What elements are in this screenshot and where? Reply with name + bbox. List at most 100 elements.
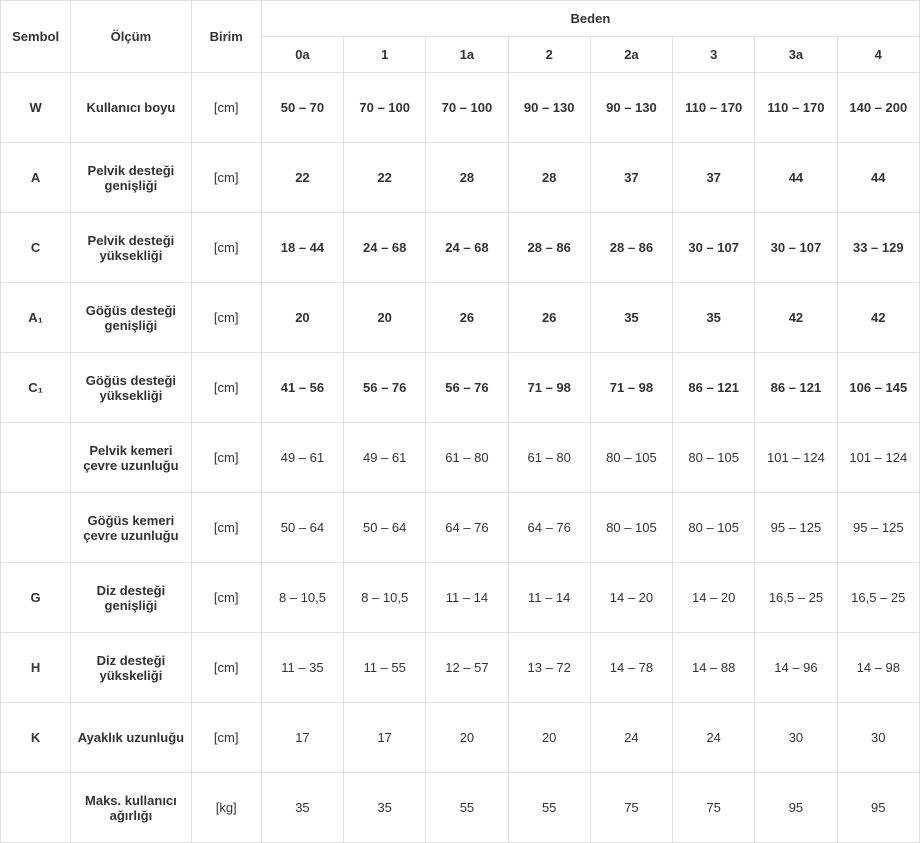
unit-cell: [cm] — [191, 283, 261, 353]
data-cell: 22 — [261, 143, 343, 213]
data-cell: 75 — [590, 773, 672, 843]
table-row: GDiz desteği genişliği[cm]8 – 10,58 – 10… — [1, 563, 920, 633]
data-cell: 8 – 10,5 — [344, 563, 426, 633]
data-cell: 50 – 64 — [344, 493, 426, 563]
data-cell: 24 — [590, 703, 672, 773]
header-size-1a: 1a — [426, 37, 508, 73]
data-cell: 20 — [344, 283, 426, 353]
data-cell: 55 — [508, 773, 590, 843]
header-olcum: Ölçüm — [71, 1, 191, 73]
symbol-cell: A — [1, 143, 71, 213]
data-cell: 35 — [673, 283, 755, 353]
header-sembol: Sembol — [1, 1, 71, 73]
data-cell: 110 – 170 — [673, 73, 755, 143]
symbol-cell: C₁ — [1, 353, 71, 423]
symbol-cell: G — [1, 563, 71, 633]
table-row: APelvik desteği genişliği[cm]22222828373… — [1, 143, 920, 213]
measurement-cell: Göğüs desteği genişliği — [71, 283, 191, 353]
data-cell: 14 – 20 — [590, 563, 672, 633]
unit-cell: [cm] — [191, 423, 261, 493]
data-cell: 56 – 76 — [344, 353, 426, 423]
data-cell: 22 — [344, 143, 426, 213]
data-cell: 16,5 – 25 — [837, 563, 919, 633]
table-row: C₁Göğüs desteği yüksekliği[cm]41 – 5656 … — [1, 353, 920, 423]
measurement-cell: Pelvik kemeri çevre uzunluğu — [71, 423, 191, 493]
data-cell: 33 – 129 — [837, 213, 919, 283]
data-cell: 42 — [755, 283, 837, 353]
unit-cell: [cm] — [191, 213, 261, 283]
table-row: WKullanıcı boyu[cm]50 – 7070 – 10070 – 1… — [1, 73, 920, 143]
table-row: Pelvik kemeri çevre uzunluğu[cm]49 – 614… — [1, 423, 920, 493]
data-cell: 86 – 121 — [755, 353, 837, 423]
data-cell: 80 – 105 — [590, 423, 672, 493]
unit-cell: [cm] — [191, 353, 261, 423]
data-cell: 42 — [837, 283, 919, 353]
data-cell: 26 — [426, 283, 508, 353]
symbol-cell: K — [1, 703, 71, 773]
data-cell: 35 — [590, 283, 672, 353]
measurement-cell: Diz desteği yükskeliği — [71, 633, 191, 703]
symbol-cell: C — [1, 213, 71, 283]
data-cell: 30 — [755, 703, 837, 773]
data-cell: 28 – 86 — [590, 213, 672, 283]
data-cell: 56 – 76 — [426, 353, 508, 423]
data-cell: 30 – 107 — [755, 213, 837, 283]
data-cell: 35 — [344, 773, 426, 843]
data-cell: 37 — [590, 143, 672, 213]
header-size-0a: 0a — [261, 37, 343, 73]
data-cell: 95 – 125 — [755, 493, 837, 563]
header-birim: Birim — [191, 1, 261, 73]
data-cell: 80 – 105 — [590, 493, 672, 563]
data-cell: 101 – 124 — [837, 423, 919, 493]
header-size-1: 1 — [344, 37, 426, 73]
data-cell: 14 – 88 — [673, 633, 755, 703]
unit-cell: [cm] — [191, 73, 261, 143]
data-cell: 20 — [261, 283, 343, 353]
data-cell: 110 – 170 — [755, 73, 837, 143]
data-cell: 90 – 130 — [590, 73, 672, 143]
unit-cell: [cm] — [191, 493, 261, 563]
measurement-cell: Göğüs kemeri çevre uzunluğu — [71, 493, 191, 563]
table-row: KAyaklık uzunluğu[cm]1717202024243030 — [1, 703, 920, 773]
data-cell: 55 — [426, 773, 508, 843]
data-cell: 35 — [261, 773, 343, 843]
data-cell: 80 – 105 — [673, 423, 755, 493]
data-cell: 49 – 61 — [261, 423, 343, 493]
measurement-cell: Maks. kullanıcı ağırlığı — [71, 773, 191, 843]
data-cell: 13 – 72 — [508, 633, 590, 703]
data-cell: 20 — [508, 703, 590, 773]
data-cell: 106 – 145 — [837, 353, 919, 423]
symbol-cell: H — [1, 633, 71, 703]
unit-cell: [cm] — [191, 633, 261, 703]
size-table: Sembol Ölçüm Birim Beden 0a 1 1a 2 2a 3 … — [0, 0, 920, 843]
data-cell: 44 — [755, 143, 837, 213]
data-cell: 24 — [673, 703, 755, 773]
measurement-cell: Göğüs desteği yüksekliği — [71, 353, 191, 423]
data-cell: 75 — [673, 773, 755, 843]
data-cell: 14 – 78 — [590, 633, 672, 703]
data-cell: 70 – 100 — [426, 73, 508, 143]
data-cell: 95 – 125 — [837, 493, 919, 563]
data-cell: 24 – 68 — [344, 213, 426, 283]
data-cell: 50 – 70 — [261, 73, 343, 143]
symbol-cell — [1, 773, 71, 843]
data-cell: 11 – 14 — [426, 563, 508, 633]
data-cell: 61 – 80 — [426, 423, 508, 493]
data-cell: 41 – 56 — [261, 353, 343, 423]
data-cell: 14 – 20 — [673, 563, 755, 633]
data-cell: 44 — [837, 143, 919, 213]
data-cell: 12 – 57 — [426, 633, 508, 703]
data-cell: 30 – 107 — [673, 213, 755, 283]
header-size-2: 2 — [508, 37, 590, 73]
table-row: HDiz desteği yükskeliği[cm]11 – 3511 – 5… — [1, 633, 920, 703]
data-cell: 95 — [755, 773, 837, 843]
data-cell: 86 – 121 — [673, 353, 755, 423]
data-cell: 28 – 86 — [508, 213, 590, 283]
symbol-cell: A₁ — [1, 283, 71, 353]
data-cell: 26 — [508, 283, 590, 353]
unit-cell: [kg] — [191, 773, 261, 843]
table-row: A₁Göğüs desteği genişliği[cm]20202626353… — [1, 283, 920, 353]
header-size-3a: 3a — [755, 37, 837, 73]
symbol-cell: W — [1, 73, 71, 143]
data-cell: 61 – 80 — [508, 423, 590, 493]
